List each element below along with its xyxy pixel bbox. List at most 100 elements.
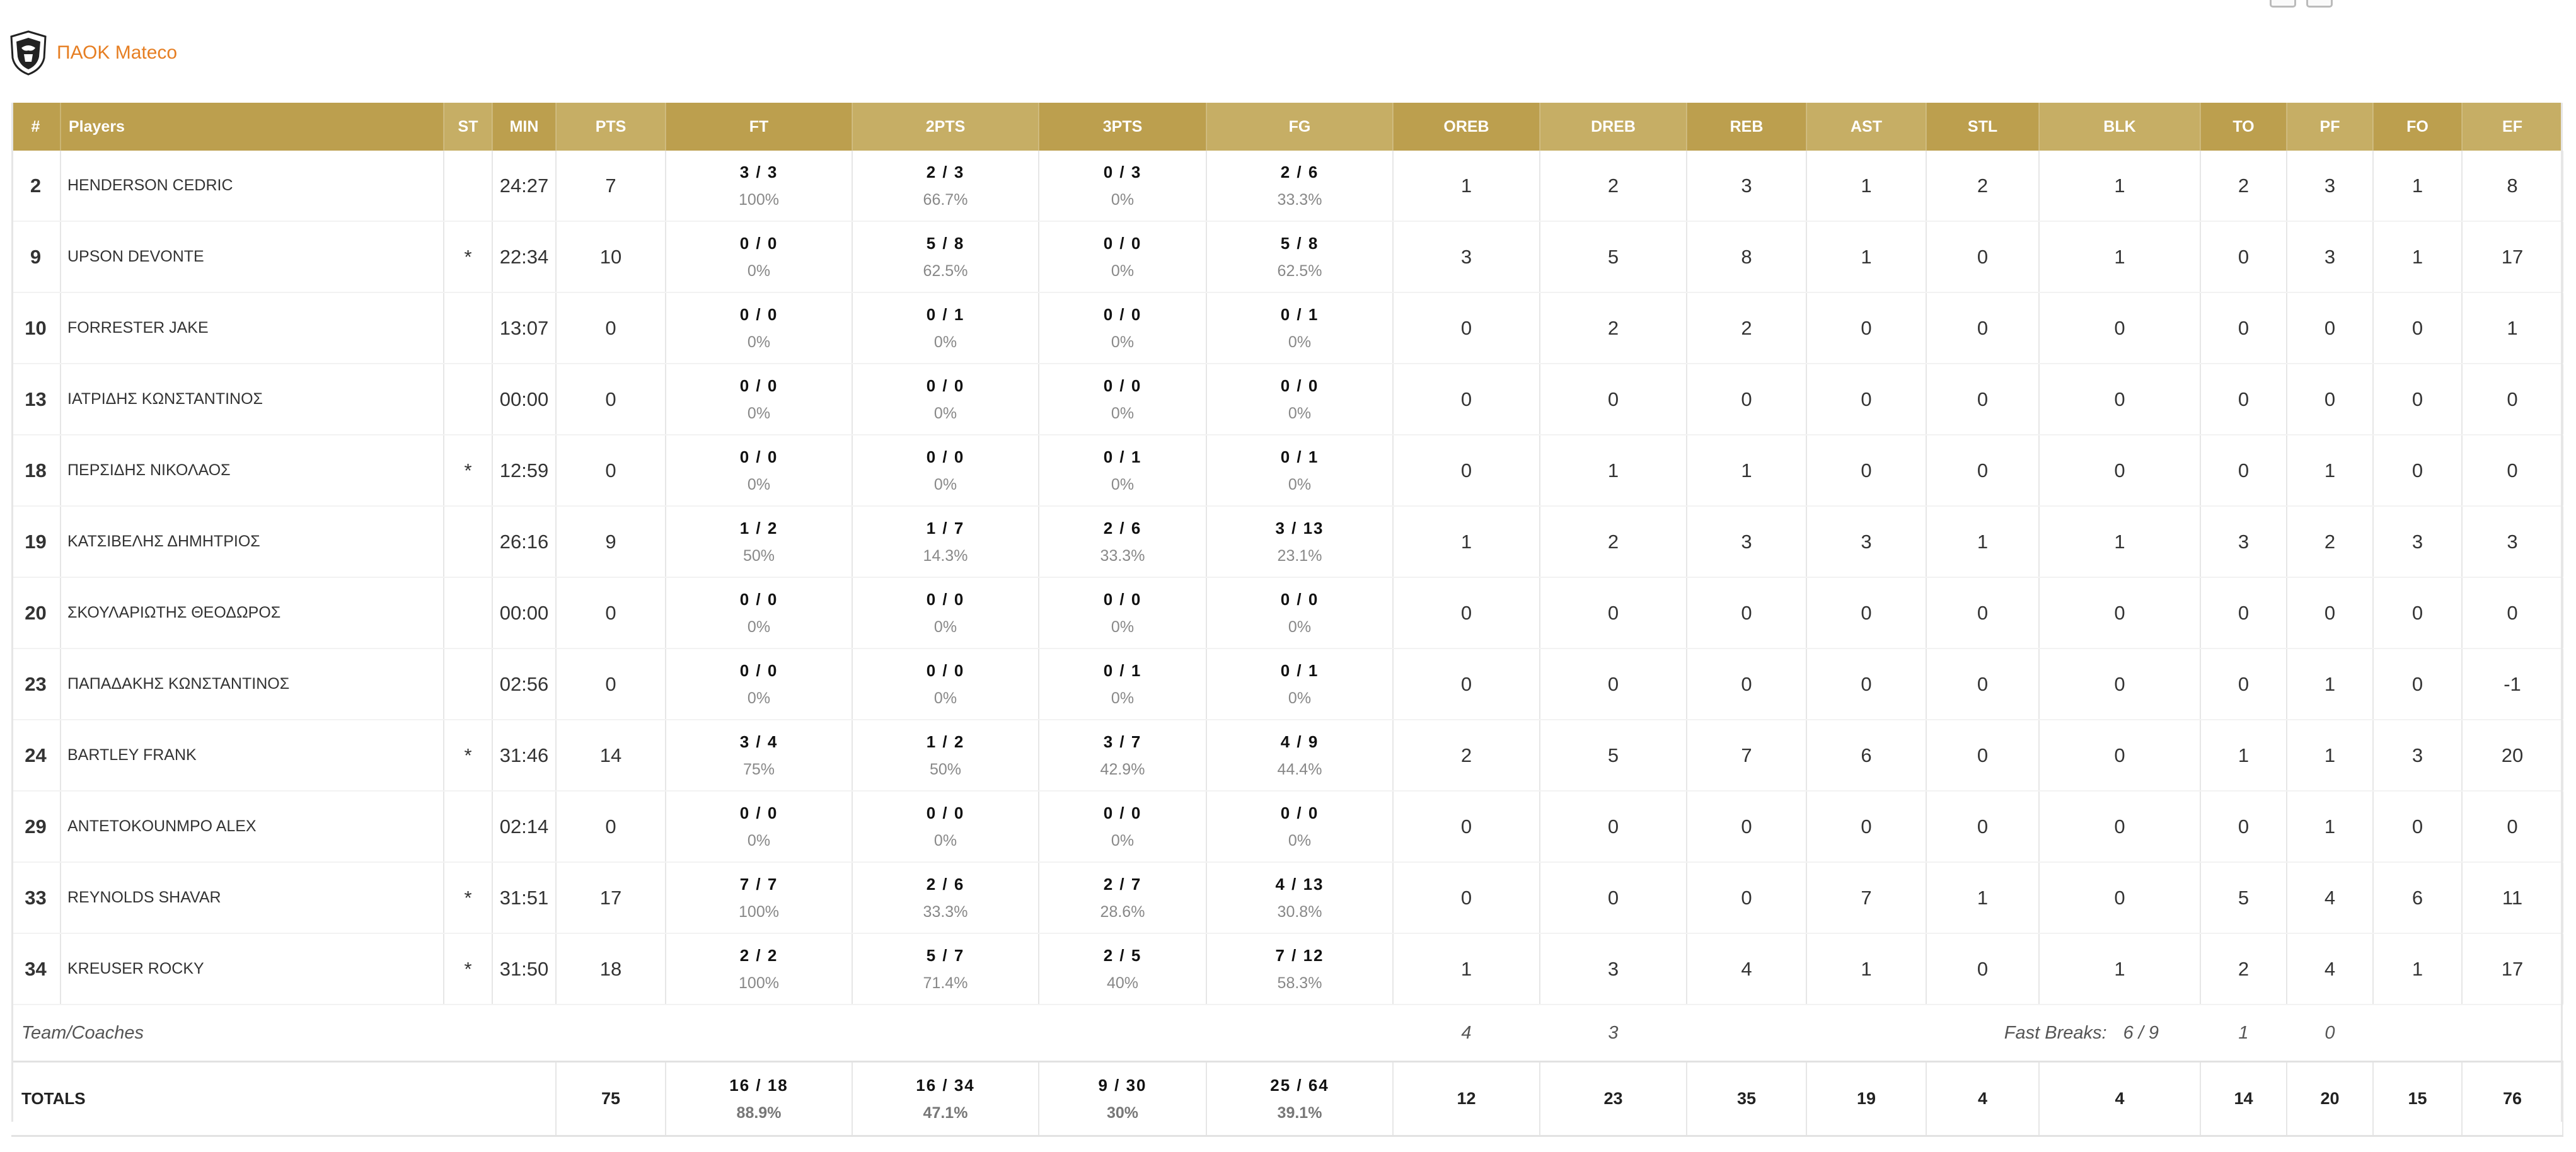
player-3pts-made: 0 / 1 bbox=[1103, 447, 1142, 466]
col-header-pf[interactable]: PF bbox=[2287, 103, 2374, 151]
player-name-link[interactable]: BARTLEY FRANK bbox=[61, 720, 444, 792]
col-header-ast[interactable]: AST bbox=[1806, 103, 1927, 151]
player-fg-pct: 0% bbox=[1288, 618, 1312, 636]
player-2pts-made: 2 / 3 bbox=[926, 162, 965, 181]
table-row: 24 BARTLEY FRANK * 31:46 14 3 / 4 75% 1 / 2 50% 3… bbox=[11, 720, 2563, 792]
col-header-3pts[interactable]: 3PTS bbox=[1039, 103, 1207, 151]
player-ft-made: 0 / 0 bbox=[739, 233, 778, 253]
col-header-min[interactable]: MIN bbox=[492, 103, 557, 151]
player-to: 0 bbox=[2200, 364, 2287, 435]
col-header-ft[interactable]: FT bbox=[666, 103, 853, 151]
col-header-dreb[interactable]: DREB bbox=[1540, 103, 1687, 151]
col-header-ef[interactable]: EF bbox=[2462, 103, 2563, 151]
player-name-link[interactable]: REYNOLDS SHAVAR bbox=[61, 862, 444, 934]
player-ft: 2 / 2 100% bbox=[666, 933, 853, 1005]
col-header-reb[interactable]: REB bbox=[1687, 103, 1807, 151]
player-2pts-pct: 66.7% bbox=[923, 190, 968, 209]
player-dreb: 5 bbox=[1540, 720, 1687, 792]
player-fo: 3 bbox=[2373, 506, 2463, 578]
player-fg: 5 / 8 62.5% bbox=[1206, 221, 1394, 293]
boxscore-table: # Players ST MIN PTS FT 2PTS 3PTS FG ORE… bbox=[11, 103, 2563, 1137]
player-ast: 0 bbox=[1806, 435, 1927, 507]
table-row: 13 ΙΑΤΡΙΔΗΣ ΚΩΝΣΤΑΝΤΙΝΟΣ 00:00 0 0 / 0 0% 0 / … bbox=[11, 364, 2563, 435]
player-ft: 0 / 0 0% bbox=[666, 648, 853, 720]
restore-icon[interactable] bbox=[2270, 0, 2296, 8]
col-header-st[interactable]: ST bbox=[444, 103, 493, 151]
player-blk: 1 bbox=[2039, 506, 2201, 578]
player-blk: 0 bbox=[2039, 648, 2201, 720]
player-3pts-made: 0 / 3 bbox=[1103, 162, 1142, 181]
player-fo: 0 bbox=[2373, 791, 2463, 863]
col-header-pts[interactable]: PTS bbox=[556, 103, 666, 151]
col-header-blk[interactable]: BLK bbox=[2039, 103, 2201, 151]
player-number: 10 bbox=[11, 292, 61, 364]
team-name-link[interactable]: ΠΑΟΚ Mateco bbox=[57, 42, 178, 63]
player-ft-made: 1 / 2 bbox=[739, 518, 778, 538]
player-name-link[interactable]: UPSON DEVONTE bbox=[61, 221, 444, 293]
player-name-link[interactable]: ΚΑΤΣΙΒΕΛΗΣ ΔΗΜΗΤΡΙΟΣ bbox=[61, 506, 444, 578]
col-header-oreb[interactable]: OREB bbox=[1393, 103, 1540, 151]
player-2pts-pct: 33.3% bbox=[923, 902, 968, 921]
player-to: 0 bbox=[2200, 292, 2287, 364]
table-row: 34 KREUSER ROCKY * 31:50 18 2 / 2 100% 5 / 7 71.… bbox=[11, 933, 2563, 1005]
player-minutes: 31:46 bbox=[492, 720, 557, 792]
col-header-players[interactable]: Players bbox=[61, 103, 444, 151]
player-2pts-pct: 0% bbox=[933, 404, 957, 422]
col-header-to[interactable]: TO bbox=[2200, 103, 2287, 151]
player-3pts-pct: 42.9% bbox=[1100, 760, 1145, 778]
player-name-link[interactable]: ANTETOKOUNMPO ALEX bbox=[61, 791, 444, 863]
col-header-fo[interactable]: FO bbox=[2373, 103, 2463, 151]
col-header-stl[interactable]: STL bbox=[1926, 103, 2040, 151]
player-fg-made: 4 / 9 bbox=[1280, 732, 1319, 751]
player-ast: 7 bbox=[1806, 862, 1927, 934]
table-row: 19 ΚΑΤΣΙΒΕΛΗΣ ΔΗΜΗΤΡΙΟΣ 26:16 9 1 / 2 50% 1 / … bbox=[11, 506, 2563, 578]
player-dreb: 0 bbox=[1540, 577, 1687, 649]
player-name-link[interactable]: ΠΕΡΣΙΔΗΣ ΝΙΚΟΛΑΟΣ bbox=[61, 435, 444, 507]
player-ft-made: 0 / 0 bbox=[739, 304, 778, 324]
player-3pts-pct: 0% bbox=[1111, 475, 1135, 493]
player-fo: 6 bbox=[2373, 862, 2463, 934]
player-oreb: 0 bbox=[1393, 791, 1540, 863]
player-fg-made: 0 / 1 bbox=[1280, 660, 1319, 680]
col-header-number[interactable]: # bbox=[11, 103, 61, 151]
expand-icon[interactable] bbox=[2306, 0, 2333, 8]
totals-blk: 4 bbox=[2039, 1061, 2201, 1137]
player-fo: 0 bbox=[2373, 577, 2463, 649]
col-header-2pts[interactable]: 2PTS bbox=[852, 103, 1039, 151]
player-3pts-pct: 40% bbox=[1106, 974, 1139, 992]
col-header-fg[interactable]: FG bbox=[1206, 103, 1394, 151]
player-ef: -1 bbox=[2462, 648, 2563, 720]
player-pf: 3 bbox=[2287, 151, 2374, 222]
player-3pts: 3 / 7 42.9% bbox=[1039, 720, 1207, 792]
player-name-link[interactable]: ΣΚΟΥΛΑΡΙΩΤΗΣ ΘΕΟΔΩΡΟΣ bbox=[61, 577, 444, 649]
team-header: ΠΑΟΚ Mateco bbox=[9, 30, 177, 76]
player-2pts-pct: 0% bbox=[933, 831, 957, 850]
player-ft: 7 / 7 100% bbox=[666, 862, 853, 934]
totals-fo: 15 bbox=[2373, 1061, 2463, 1137]
player-3pts-made: 0 / 0 bbox=[1103, 589, 1142, 609]
player-fg: 0 / 0 0% bbox=[1206, 791, 1394, 863]
player-fg-made: 4 / 13 bbox=[1275, 874, 1324, 894]
starter-marker bbox=[444, 151, 493, 222]
player-name-link[interactable]: HENDERSON CEDRIC bbox=[61, 151, 444, 222]
player-dreb: 0 bbox=[1540, 791, 1687, 863]
totals-ft: 16 / 18 88.9% bbox=[666, 1061, 853, 1137]
player-name-link[interactable]: FORRESTER JAKE bbox=[61, 292, 444, 364]
player-name-link[interactable]: ΠΑΠΑΔΑΚΗΣ ΚΩΝΣΤΑΝΤΙΝΟΣ bbox=[61, 648, 444, 720]
player-3pts-pct: 0% bbox=[1111, 404, 1135, 422]
player-name-link[interactable]: KREUSER ROCKY bbox=[61, 933, 444, 1005]
player-fo: 0 bbox=[2373, 435, 2463, 507]
player-ef: 1 bbox=[2462, 292, 2563, 364]
player-oreb: 0 bbox=[1393, 435, 1540, 507]
table-header-row: # Players ST MIN PTS FT 2PTS 3PTS FG ORE… bbox=[11, 103, 2563, 151]
player-name-link[interactable]: ΙΑΤΡΙΔΗΣ ΚΩΝΣΤΑΝΤΙΝΟΣ bbox=[61, 364, 444, 435]
player-2pts-made: 0 / 0 bbox=[926, 803, 965, 822]
player-3pts-pct: 0% bbox=[1111, 333, 1135, 351]
player-fo: 1 bbox=[2373, 933, 2463, 1005]
player-blk: 0 bbox=[2039, 364, 2201, 435]
player-ef: 3 bbox=[2462, 506, 2563, 578]
player-blk: 1 bbox=[2039, 933, 2201, 1005]
player-ft: 0 / 0 0% bbox=[666, 435, 853, 507]
